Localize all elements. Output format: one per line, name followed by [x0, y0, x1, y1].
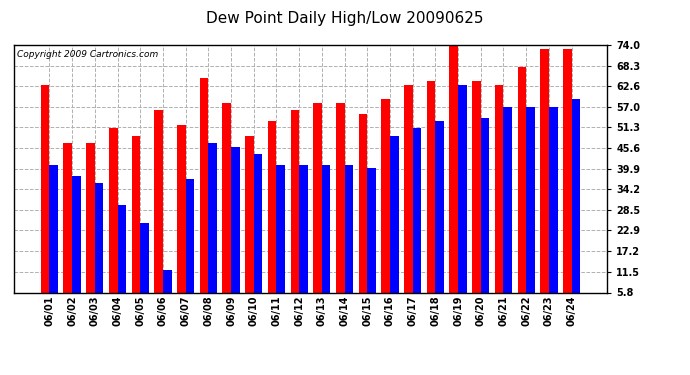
Bar: [140, 223, 149, 314]
Bar: [222, 103, 231, 314]
Bar: [540, 49, 549, 314]
Text: Dew Point Daily High/Low 20090625: Dew Point Daily High/Low 20090625: [206, 11, 484, 26]
Bar: [155, 110, 163, 314]
Bar: [322, 165, 331, 314]
Bar: [231, 147, 239, 314]
Bar: [549, 107, 558, 313]
Bar: [313, 103, 322, 314]
Bar: [86, 143, 95, 314]
Bar: [458, 85, 466, 314]
Bar: [359, 114, 367, 314]
Bar: [245, 136, 254, 314]
Bar: [435, 121, 444, 314]
Bar: [208, 143, 217, 314]
Bar: [95, 183, 103, 314]
Bar: [344, 165, 353, 314]
Bar: [163, 270, 172, 314]
Bar: [481, 118, 489, 314]
Bar: [132, 136, 140, 314]
Bar: [495, 85, 504, 314]
Bar: [367, 168, 376, 314]
Text: Copyright 2009 Cartronics.com: Copyright 2009 Cartronics.com: [17, 50, 158, 59]
Bar: [109, 129, 117, 314]
Bar: [63, 143, 72, 314]
Bar: [50, 165, 58, 314]
Bar: [277, 165, 285, 314]
Bar: [426, 81, 435, 314]
Bar: [390, 136, 399, 314]
Bar: [268, 121, 277, 314]
Bar: [571, 99, 580, 314]
Bar: [117, 205, 126, 314]
Bar: [518, 67, 526, 314]
Bar: [449, 45, 458, 314]
Bar: [563, 49, 571, 314]
Bar: [299, 165, 308, 314]
Bar: [526, 107, 535, 313]
Bar: [336, 103, 344, 314]
Bar: [413, 129, 422, 314]
Bar: [186, 179, 195, 314]
Bar: [382, 99, 390, 314]
Bar: [504, 107, 512, 313]
Bar: [41, 85, 50, 314]
Bar: [404, 85, 413, 314]
Bar: [290, 110, 299, 314]
Bar: [177, 125, 186, 314]
Bar: [472, 81, 481, 314]
Bar: [254, 154, 262, 314]
Bar: [199, 78, 208, 314]
Bar: [72, 176, 81, 314]
